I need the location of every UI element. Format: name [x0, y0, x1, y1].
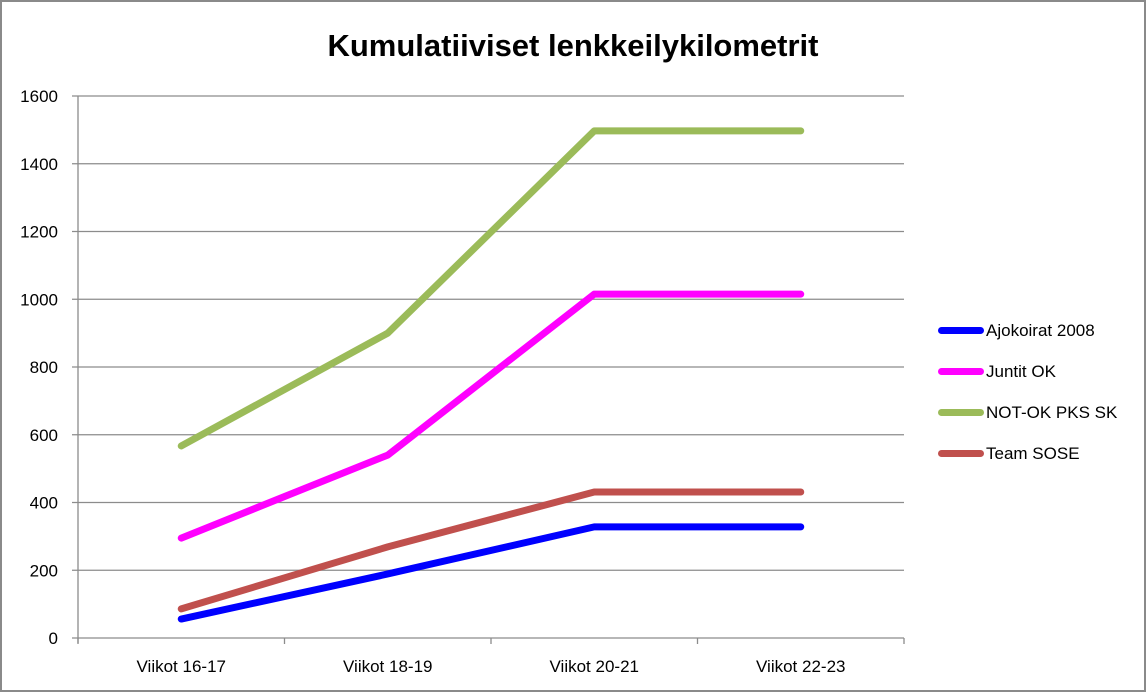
legend-label: Team SOSE [986, 443, 1080, 463]
series-line [177, 523, 805, 623]
legend-swatch-icon [938, 450, 984, 457]
legend-item: Juntit OK [938, 351, 1117, 392]
legend-swatch-icon [938, 327, 984, 334]
y-tick-label: 1200 [20, 223, 58, 242]
y-tick-label: 200 [30, 561, 58, 580]
legend-item: Ajokoirat 2008 [938, 310, 1117, 351]
series-line [177, 290, 805, 542]
legend-item: NOT-OK PKS SK [938, 392, 1117, 433]
series-line [177, 488, 805, 613]
y-tick-label: 400 [30, 494, 58, 513]
chart-title: Kumulatiiviset lenkkeilykilometrit [327, 28, 819, 63]
legend-label: Ajokoirat 2008 [986, 320, 1095, 340]
y-tick-label: 0 [49, 629, 58, 648]
legend: Ajokoirat 2008 Juntit OK NOT-OK PKS SK Team… [938, 310, 1117, 474]
x-tick-label: Viikot 18-19 [343, 657, 432, 676]
y-tick-label: 1000 [20, 290, 58, 309]
legend-item: Team SOSE [938, 433, 1117, 474]
series-line [177, 127, 805, 450]
y-tick-label: 600 [30, 426, 58, 445]
y-tick-label: 1400 [20, 155, 58, 174]
x-tick-label: Viikot 16-17 [137, 657, 226, 676]
legend-swatch-icon [938, 368, 984, 375]
y-tick-label: 1600 [20, 87, 58, 106]
legend-swatch-icon [938, 409, 984, 416]
y-tick-label: 800 [30, 358, 58, 377]
legend-label: NOT-OK PKS SK [986, 402, 1118, 422]
legend-label: Juntit OK [986, 361, 1056, 381]
x-tick-label: Viikot 20-21 [550, 657, 639, 676]
x-tick-label: Viikot 22-23 [756, 657, 845, 676]
